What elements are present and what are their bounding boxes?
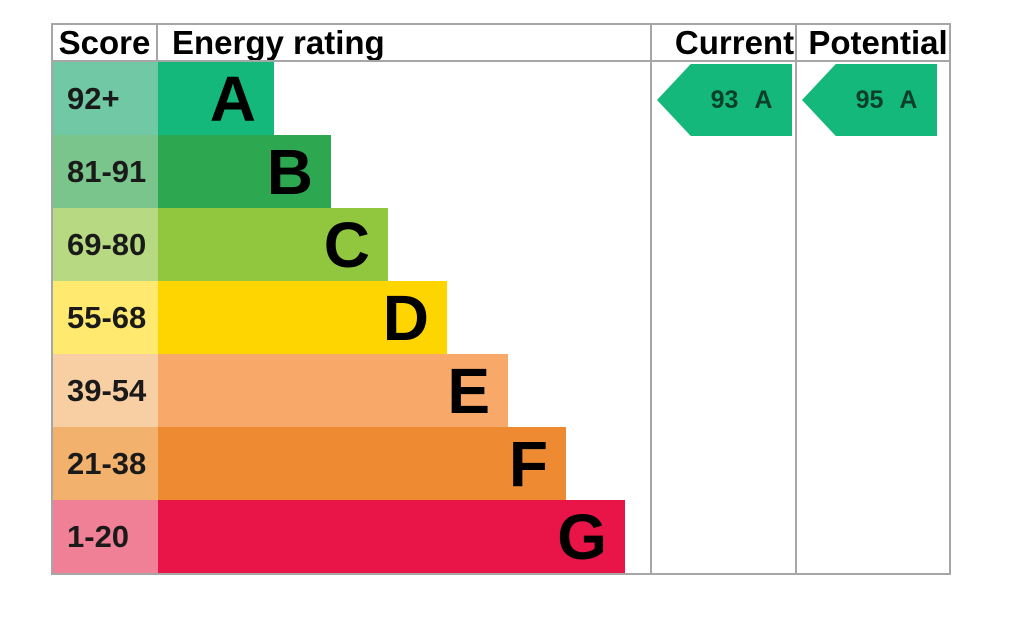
current-rating-arrow: 93 A [657,64,792,136]
score-range-a: 92+ [53,62,158,135]
potential-band-letter: A [899,85,918,114]
header-row: Score Energy rating Current Potential [53,25,949,62]
band-bar-b: B [158,135,331,208]
band-bar-a: A [158,62,274,135]
current-band-letter: A [754,85,773,114]
current-score-value: 93 [710,85,739,114]
score-range-g: 1-20 [53,500,158,573]
band-bar-c: C [158,208,388,281]
score-range-c: 69-80 [53,208,158,281]
rating-row-g: 1-20 G [53,500,949,573]
score-range-d: 55-68 [53,281,158,354]
score-range-e: 39-54 [53,354,158,427]
column-divider-current [650,25,652,573]
score-range-f: 21-38 [53,427,158,500]
column-header-score: Score [53,25,158,60]
rating-row-e: 39-54 E [53,354,949,427]
potential-rating-arrow: 95 A [802,64,937,136]
epc-table: Score Energy rating Current Potential 92… [51,23,951,575]
column-divider-potential [795,25,797,573]
rating-row-d: 55-68 D [53,281,949,354]
score-range-b: 81-91 [53,135,158,208]
potential-score-value: 95 [855,85,884,114]
rating-row-b: 81-91 B [53,135,949,208]
band-bar-d: D [158,281,447,354]
band-bar-g: G [158,500,625,573]
rating-row-c: 69-80 C [53,208,949,281]
column-header-current: Current [674,25,795,60]
rating-row-f: 21-38 F [53,427,949,500]
band-bar-f: F [158,427,566,500]
rating-row-a: 92+ A [53,62,949,135]
column-header-energy-rating: Energy rating [172,25,385,60]
rating-rows: 92+ A 81-91 B 69-80 C 55-68 D 39-54 E 21-38 F 1-20 G [53,62,949,573]
band-bar-e: E [158,354,508,427]
column-header-potential: Potential [808,25,948,60]
